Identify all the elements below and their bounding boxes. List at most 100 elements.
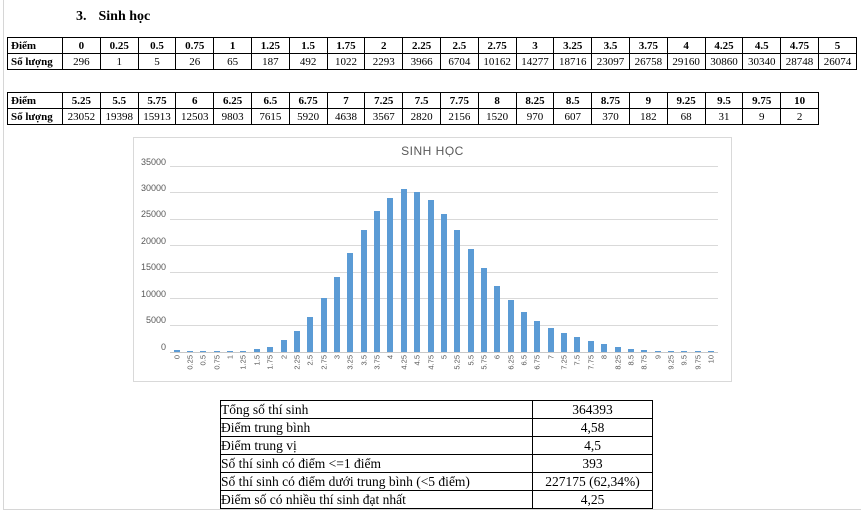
bar: [641, 350, 648, 352]
x-tick-label: 4: [385, 355, 395, 360]
x-tick-label: 8.25: [612, 355, 622, 370]
score-cell: 2: [364, 37, 404, 54]
count-cell: 2156: [439, 108, 479, 125]
bar: [547, 327, 554, 352]
count-cell: 30340: [742, 53, 782, 70]
x-tick-slot: 3.5: [357, 354, 370, 381]
bar: [280, 339, 287, 352]
score-cell: 9.75: [742, 92, 782, 109]
count-cell: 15913: [137, 108, 177, 125]
score-cell: 4.25: [704, 37, 744, 54]
x-tick-slot: 5: [437, 354, 450, 381]
score-cell: 3: [515, 37, 555, 54]
score-cell: 0: [62, 37, 101, 54]
x-tick-label: 2.25: [292, 355, 302, 370]
x-tick-label: 9.25: [666, 355, 676, 370]
bar-slot: [264, 167, 277, 352]
score-cell: 0.75: [175, 37, 215, 54]
score-cell: 6.75: [288, 92, 328, 109]
bar: [414, 191, 421, 352]
bar-slot: [357, 167, 370, 352]
count-cell: 2820: [402, 108, 441, 125]
bar-slot: [424, 167, 437, 352]
count-cell: 19398: [99, 108, 139, 125]
x-tick-slot: 2.5: [304, 354, 317, 381]
x-tick-label: 4.75: [425, 355, 435, 370]
x-tick-slot: 2.25: [290, 354, 303, 381]
x-tick-slot: 5.25: [451, 354, 464, 381]
summary-label: Tổng số thí sinh: [220, 400, 533, 419]
count-cell: 182: [628, 108, 668, 125]
x-tick-slot: 1.5: [250, 354, 263, 381]
x-tick-slot: 10: [704, 354, 717, 381]
y-tick-label: 5000: [145, 315, 166, 326]
bar-slot: [237, 167, 250, 352]
count-cell: 10162: [477, 53, 517, 70]
x-tick-label: 4.25: [399, 355, 409, 370]
summary-label: Số thí sinh có điểm <=1 điểm: [220, 454, 533, 473]
bar: [440, 214, 447, 352]
bar: [307, 316, 314, 352]
score-cell: 1.25: [250, 37, 290, 54]
x-tick-label: 1.25: [238, 355, 248, 370]
x-tick-label: 9.5: [679, 355, 689, 366]
x-tick-slot: 0.75: [210, 354, 223, 381]
x-tick-label: 5: [439, 355, 449, 360]
x-tick-label: 7.25: [559, 355, 569, 370]
count-cell: 296: [62, 53, 101, 70]
score-cell: 2.75: [477, 37, 517, 54]
bar-slot: [517, 167, 530, 352]
bar: [507, 300, 514, 352]
histogram-chart: SINH HỌC 0 5000 10000 15000 20000 25000 30000 3…: [133, 137, 732, 382]
bar-slot: [317, 167, 330, 352]
score-table-2-count-row: Số lượng 23052 19398 15913 12503 9803 7615 592…: [7, 108, 819, 125]
summary-value: 4,25: [532, 490, 653, 509]
x-tick-label: 8.5: [626, 355, 636, 366]
section-number: 3.: [76, 9, 87, 24]
chart-title: SINH HỌC: [401, 144, 464, 158]
bar-slot: [491, 167, 504, 352]
bar: [320, 298, 327, 352]
x-tick-slot: 3: [330, 354, 343, 381]
x-tick-label: 5.75: [479, 355, 489, 370]
bar-slot: [370, 167, 383, 352]
score-cell: 0.25: [99, 37, 139, 54]
y-tick-label: 20000: [140, 235, 166, 246]
bar-slot: [250, 167, 263, 352]
bar: [534, 320, 541, 352]
summary-table: Tổng số thí sinh 364393 Điểm trung bình 4,5…: [220, 400, 653, 509]
score-cell: 2.25: [402, 37, 441, 54]
count-cell: 26074: [817, 53, 858, 70]
bar: [253, 349, 260, 352]
summary-label: Số thí sinh có điểm dưới trung bình (<5 …: [220, 472, 533, 491]
score-table-2: Điểm 5.25 5.5 5.75 6 6.25 6.5 6.75 7 7.25 7.5 7.75…: [7, 92, 819, 125]
bar-slot: [437, 167, 450, 352]
x-tick-slot: 8.75: [638, 354, 651, 381]
page-edge-left: [3, 0, 4, 510]
x-tick-label: 2.5: [305, 355, 315, 366]
score-cell: 6.5: [250, 92, 290, 109]
x-tick-label: 1: [225, 355, 235, 360]
count-cell: 9803: [213, 108, 252, 125]
x-tick-slot: 0.25: [183, 354, 196, 381]
count-cell: 30860: [704, 53, 744, 70]
x-tick-slot: 6.5: [517, 354, 530, 381]
bar: [654, 350, 661, 352]
x-tick-slot: 9.75: [691, 354, 704, 381]
score-cell: 1: [213, 37, 252, 54]
gridline: [170, 192, 718, 194]
x-axis-labels: 0 0.25 0.5 0.75 1 1.25 1.5 1.75 2 2.25 2.5 2.75 3 3.2…: [170, 354, 718, 381]
count-cell: 26: [175, 53, 215, 70]
bar: [173, 350, 180, 352]
y-tick-label: 30000: [140, 182, 166, 193]
count-cell: 1: [99, 53, 139, 70]
bar-slot: [451, 167, 464, 352]
bar: [240, 350, 247, 352]
count-cell: 1520: [477, 108, 517, 125]
score-cell: 1.5: [288, 37, 328, 54]
score-cell: 5.75: [137, 92, 177, 109]
count-cell: 9: [742, 108, 782, 125]
bar-slot: [557, 167, 570, 352]
x-tick-label: 0.75: [212, 355, 221, 370]
x-tick-slot: 3.75: [370, 354, 383, 381]
